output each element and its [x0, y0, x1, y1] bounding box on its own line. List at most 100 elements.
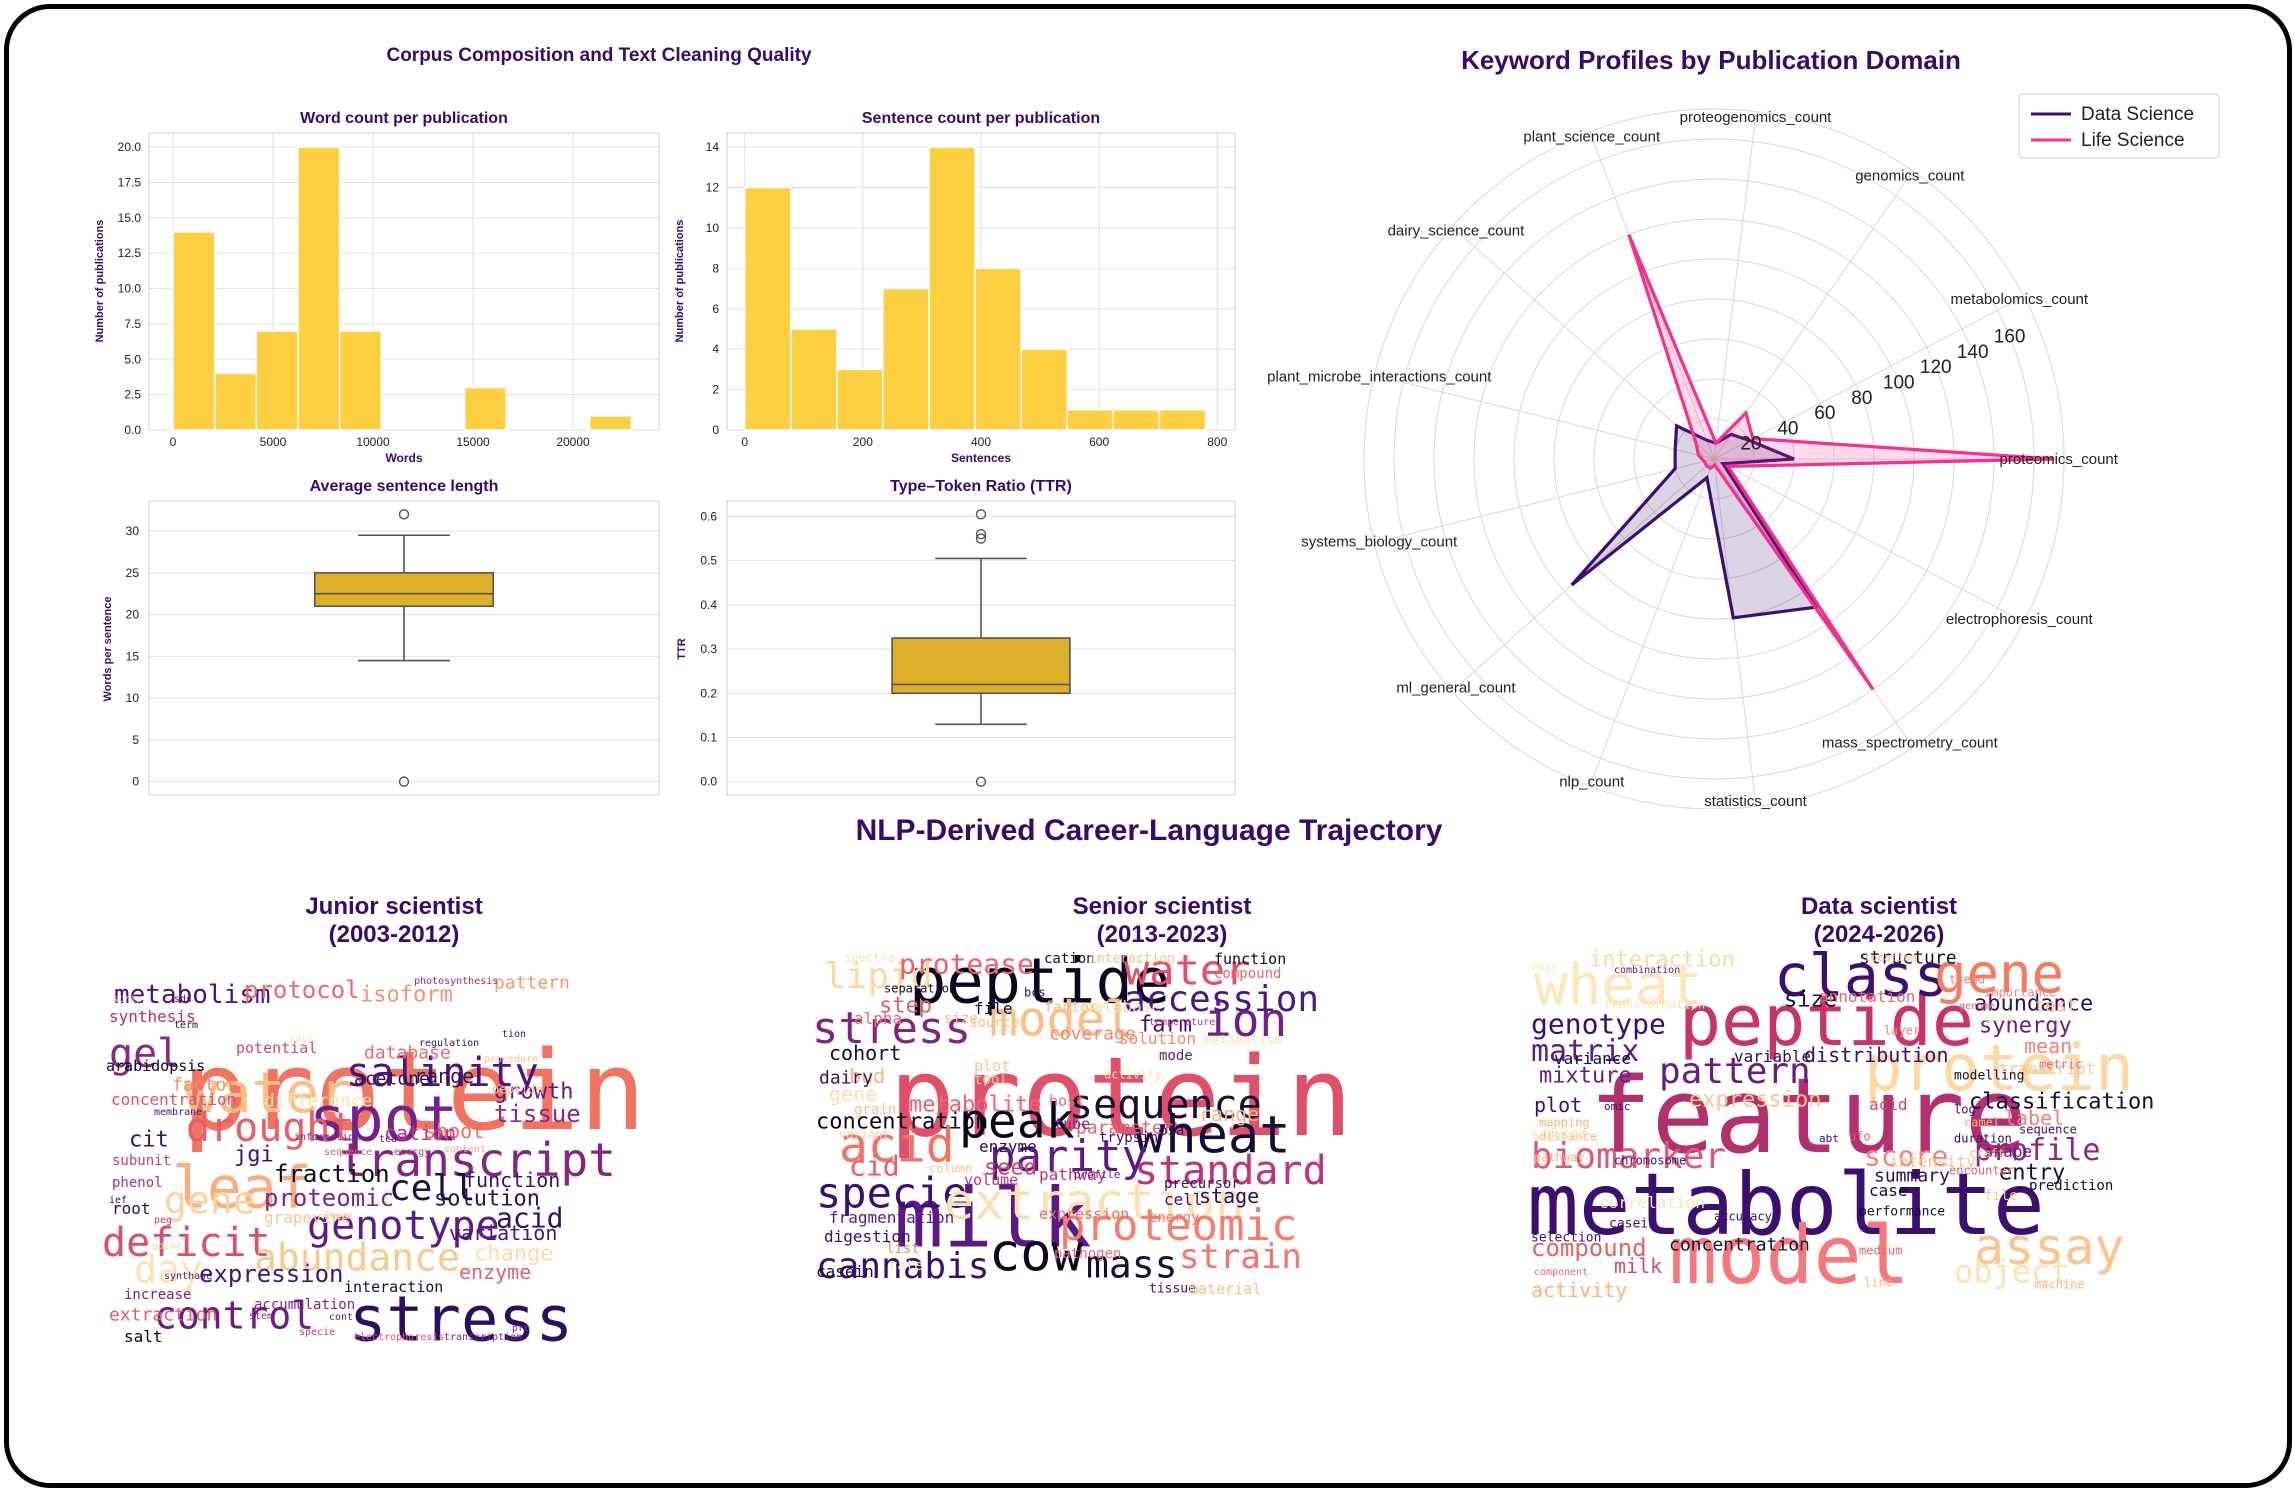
cloud-word: database [1084, 997, 1161, 1016]
cloud-word: regulation [419, 1038, 479, 1049]
histogram-bar [790, 328, 838, 431]
cloud-word: expression [1689, 1088, 1821, 1113]
cloud-word: protein [889, 1033, 1353, 1161]
cloud-word: alpha [854, 1009, 902, 1028]
y-tick-label: 15 [126, 649, 140, 663]
x-tick-label: 20000 [556, 435, 590, 449]
cloud-word: feature [1589, 1055, 2027, 1177]
outlier-point [398, 509, 410, 520]
cloud-word: wheat [1534, 953, 1703, 1018]
cloud-word: tool [974, 1072, 1008, 1088]
cloud-word: sequence [324, 1147, 372, 1158]
word-count-histogram: Word count per publication 0 5000 10000 150… [94, 110, 660, 465]
cloud-years: (2003-2012) [328, 921, 460, 948]
histogram-bar [463, 386, 508, 431]
cloud-word: gene [1934, 949, 2064, 1005]
cloud-word: pathway [1534, 1151, 1585, 1165]
y-tick-label: 0.0 [124, 423, 141, 437]
iqr-box [313, 572, 495, 608]
cloud-word: peptide [492, 1083, 543, 1097]
category-label: dairy_science_count [1388, 222, 1526, 239]
cloud-word: water [184, 1061, 353, 1126]
cloud-word: volume [964, 1171, 1018, 1189]
y-tick-label: 2 [712, 383, 719, 397]
cloud-word: model [989, 991, 1134, 1047]
cloud-word: metabolism [1204, 1033, 1282, 1048]
cloud-word: extraction [944, 1173, 1245, 1231]
cloud-word: importance [1984, 986, 2056, 1000]
cloud-word: casein [816, 1262, 874, 1281]
cloud-word: concentration [111, 1090, 236, 1109]
x-tick-label: 10000 [356, 435, 390, 449]
cloud-word: digestion [824, 1227, 911, 1246]
category-label: plant_microbe_interactions_count [1267, 368, 1492, 385]
cloud-word: plot [1534, 1093, 1582, 1117]
cloud-word: casein [1609, 1216, 1656, 1231]
cloud-word: potential [236, 1039, 317, 1057]
histogram-bar [297, 146, 341, 431]
cloud-word: interaction [1589, 949, 1735, 973]
y-tick-label: 0.1 [700, 731, 717, 745]
y-tick-label: 14 [706, 140, 720, 154]
outlier-point [398, 776, 410, 787]
cloud-word: transformation [1604, 998, 1705, 1012]
cloud-word: pattern [1659, 1051, 1811, 1092]
radial-tick-label: 100 [1883, 372, 1915, 393]
cloud-word: variation [449, 1221, 557, 1245]
cloud-word: shape [1984, 1142, 2032, 1161]
cloud-word: biomarker [1531, 1136, 1726, 1177]
cloud-word: abundance [254, 1235, 460, 1279]
cloud-word: line [1864, 1276, 1893, 1290]
cloud-word: step [879, 994, 932, 1019]
y-tick-label: 0.5 [700, 554, 717, 568]
histogram-bar [882, 287, 930, 431]
y-tick-label: 10.0 [118, 282, 142, 296]
spoke [1713, 170, 1914, 460]
y-tick-label: 30 [126, 524, 140, 538]
cloud-word: medium [1859, 1244, 1902, 1258]
boxplot-title: Average sentence length [310, 478, 499, 495]
cloud-word: rate [289, 1034, 313, 1045]
cloud-word: temperature [1149, 1017, 1215, 1028]
outlier-point [975, 533, 987, 544]
cloud-word: compound [1531, 1234, 1647, 1262]
histogram-bar [836, 368, 884, 431]
y-tick-label: 12.5 [118, 246, 142, 260]
cloud-word: model [1669, 1209, 1910, 1302]
cloud-word: performance [1859, 1204, 1945, 1219]
cloud-word: duration [1954, 1132, 2012, 1146]
cloud-word: acid [839, 1117, 955, 1173]
y-axis-label: Number of publications [674, 220, 686, 343]
cloud-word: expression [199, 1260, 344, 1288]
category-label: statistics_count [1704, 793, 1807, 809]
cloud-word: abundance [1974, 992, 2093, 1017]
legend-data-science: Data Science [2081, 104, 2194, 125]
cloud-word: craft [1969, 1147, 2005, 1161]
spoke [1451, 226, 1715, 460]
y-tick-label: 10 [706, 221, 720, 235]
cloud-years: (2013-2023) [1096, 921, 1228, 948]
cloud-word: precursor [1164, 1176, 1240, 1192]
histogram-bar [1112, 409, 1161, 431]
cloud-word: metabolism [114, 980, 271, 1010]
cloud-word: wheat [324, 1211, 354, 1222]
cloud-word: profile [1074, 1168, 1120, 1181]
cloud-word: seed [984, 1156, 1037, 1181]
wordcloud-section-title: NLP-Derived Career-Language Trajectory [855, 814, 1443, 847]
cloud-word: root [112, 1199, 151, 1218]
cloud-word: metric [2039, 1058, 2082, 1072]
cloud-word: specie [816, 1169, 968, 1218]
cloud-word: abt [1819, 1132, 1839, 1145]
cloud-word: factor [172, 1074, 237, 1095]
spoke [1374, 374, 1715, 460]
cloud-word: protocol [244, 976, 360, 1004]
cloud-word: arabidopsis [106, 1057, 205, 1075]
histogram-bar [1158, 409, 1207, 431]
cloud-word: column [929, 1162, 972, 1176]
cloud-word: gel [109, 1031, 181, 1077]
radial-tick-label: 160 [1994, 327, 2026, 348]
cloud-word: acetone [354, 1068, 430, 1089]
x-tick-label: 0 [741, 435, 748, 449]
cloud-word: standard [1134, 1148, 1327, 1194]
